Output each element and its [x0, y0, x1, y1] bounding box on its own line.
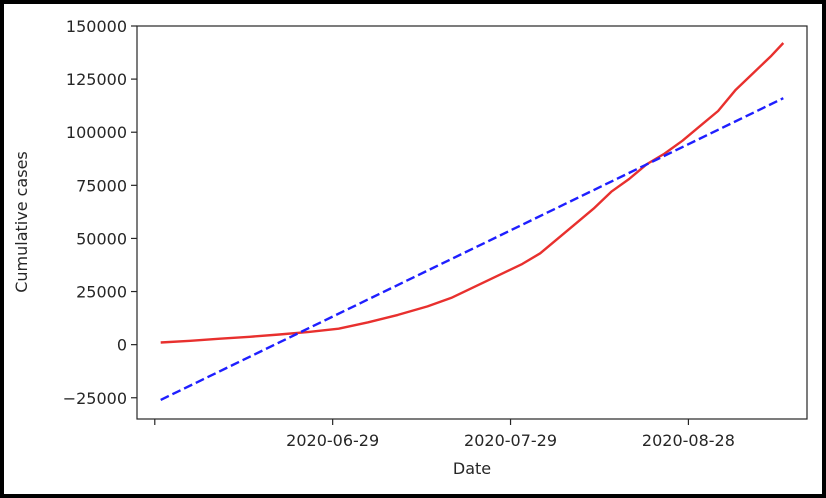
y-tick-label: 0 [117, 336, 127, 355]
y-tick-label: 50000 [76, 229, 127, 248]
axes-frame [136, 25, 808, 420]
y-tick-label: 125000 [66, 70, 127, 89]
cumulative-cases-line [160, 42, 785, 344]
y-tick-label: 150000 [66, 17, 127, 36]
y-axis: −25000 0 25000 50000 75000 100000 125000 150000 [63, 17, 137, 408]
dashed-trend-line [160, 97, 784, 401]
x-axis: 2020-06-29 2020-07-29 2020-08-28 [154, 419, 735, 450]
y-tick-label: −25000 [63, 389, 127, 408]
x-tick-label: 2020-08-28 [642, 431, 735, 450]
x-tick-label: 2020-06-29 [286, 431, 379, 450]
figure-background [4, 4, 822, 494]
y-tick-label: 25000 [76, 283, 127, 302]
y-axis-label: Cumulative cases [12, 151, 31, 293]
series-layer [160, 42, 785, 401]
y-tick-label: 75000 [76, 176, 127, 195]
x-axis-label: Date [453, 459, 491, 478]
y-tick-label: 100000 [66, 123, 127, 142]
x-tick-label: 2020-07-29 [464, 431, 557, 450]
